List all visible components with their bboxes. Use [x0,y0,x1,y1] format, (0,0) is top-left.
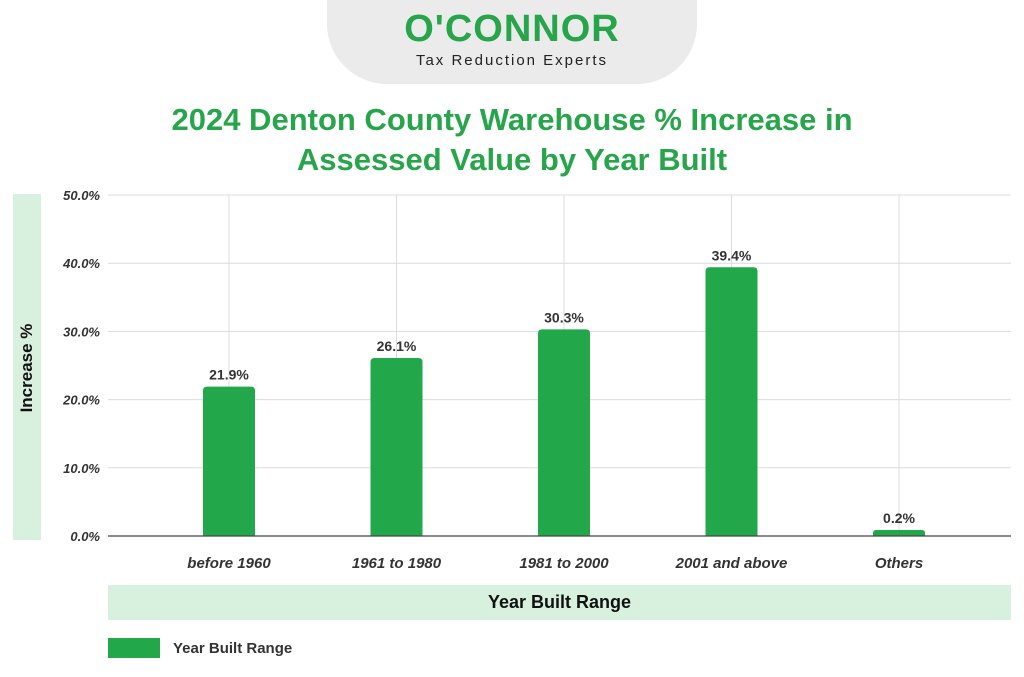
y-tick-label: 10.0% [63,461,100,476]
bar [705,267,758,536]
bar [370,357,423,536]
y-tick-label: 20.0% [62,393,100,408]
x-tick-label: before 1960 [187,555,271,572]
bar-data-label: 39.4% [712,247,752,263]
bar-data-label: 0.2% [883,510,915,526]
x-tick-label: Others [875,555,923,572]
brand-logo: O'CONNOR [404,8,620,50]
y-tick-label: 0.0% [70,529,100,544]
logo-header: O'CONNOR Tax Reduction Experts [327,0,697,84]
brand-tagline: Tax Reduction Experts [415,52,609,69]
chart-title-line-1: 2024 Denton County Warehouse % Increase … [171,102,853,137]
x-tick-label: 1981 to 2000 [519,555,609,572]
legend: Year Built Range [108,638,292,658]
x-axis-label-band: Year Built Range [108,585,1011,620]
bar [203,386,255,536]
y-tick-label: 50.0% [63,188,100,203]
y-tick-label: 30.0% [63,324,100,339]
bar-data-label: 26.1% [377,338,417,354]
bar-data-label: 21.9% [209,367,249,383]
x-tick-label: 1961 to 1980 [352,555,442,572]
bar [873,530,925,536]
bar-data-label: 30.3% [544,309,584,325]
y-axis-label-band [13,194,41,540]
chart-title: 2024 Denton County Warehouse % Increase … [120,100,904,180]
legend-label: Year Built Range [173,639,293,657]
x-axis-label: Year Built Range [487,592,632,612]
legend-swatch [108,638,160,658]
chart-title-line-2: Assessed Value by Year Built [296,142,728,177]
bar [538,329,590,536]
y-tick-label: 40.0% [62,256,100,271]
x-tick-label: 2001 and above [675,555,788,572]
